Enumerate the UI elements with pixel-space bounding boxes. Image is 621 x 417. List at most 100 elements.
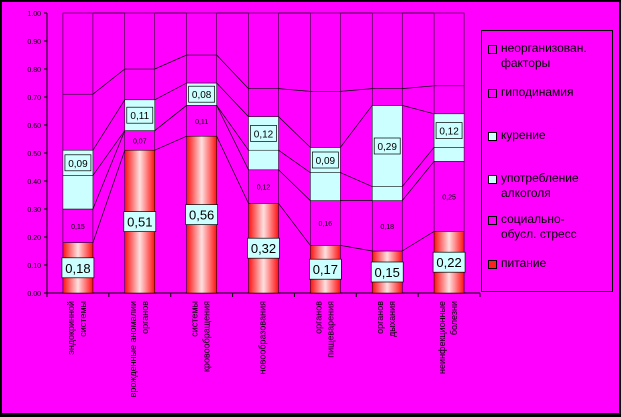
series-connector-line — [92, 150, 126, 243]
bar-segment — [310, 91, 341, 148]
legend-item: употребление алкоголя — [488, 171, 610, 201]
series-connector-line — [340, 88, 373, 92]
y-tick-label: 0.00 — [27, 291, 41, 298]
bar-segment — [248, 149, 279, 171]
data-label: 0,17 — [313, 262, 338, 277]
bar-segment — [186, 54, 217, 84]
series-connector-line — [216, 105, 249, 170]
y-tick-label: 1.00 — [27, 11, 41, 18]
data-label-small: 0,12 — [257, 185, 271, 192]
data-label: 0,12 — [254, 129, 274, 140]
x-category-label: системы кровообращения — [190, 301, 212, 372]
legend-label: употребление алкоголя — [501, 171, 579, 200]
legend-swatch-icon — [488, 89, 497, 98]
data-label-box — [432, 251, 466, 273]
series-connector-line — [154, 54, 187, 70]
series-connector-line — [340, 172, 373, 187]
data-label-small: 0,15 — [71, 224, 85, 231]
legend-label: социально- обусл. стресс — [501, 212, 577, 241]
bar-segment — [248, 169, 279, 204]
bar-segment — [62, 208, 94, 243]
legend-label: гиподинамия — [501, 85, 574, 99]
bar-segment — [310, 172, 341, 201]
bar-segment — [248, 12, 279, 89]
bar-segment — [371, 88, 403, 106]
bar-segment — [310, 200, 341, 246]
bar-segment — [371, 186, 403, 201]
data-label-box — [123, 211, 157, 232]
bar-segment — [310, 12, 341, 92]
bar-segment — [62, 12, 94, 95]
data-label-box — [126, 106, 154, 124]
data-label-box — [185, 204, 218, 225]
legend-item: курение — [488, 128, 610, 143]
series-connector-line — [216, 136, 249, 204]
data-label: 0,56 — [189, 208, 214, 223]
bar-segment — [371, 12, 403, 89]
legend-item: неорганизован. факторы — [488, 41, 610, 71]
y-tick-label: 0.30 — [27, 207, 41, 214]
series-connector-line — [402, 231, 435, 252]
legend-swatch-icon — [488, 132, 497, 141]
x-category-label: органов пищеварения — [313, 301, 335, 358]
y-tick-label: 0.70 — [27, 95, 41, 102]
series-connector-line — [92, 99, 126, 151]
y-tick-label: 0.50 — [27, 151, 41, 158]
series-connector-line — [278, 149, 311, 173]
series-connector-line — [216, 54, 249, 89]
series-connector-line — [340, 245, 373, 252]
bar-segment — [433, 161, 465, 232]
series-connector-line — [402, 105, 435, 115]
bar-segment — [186, 12, 217, 56]
data-label-small: 0,25 — [442, 194, 456, 201]
data-label-small: 0,16 — [319, 221, 333, 228]
legend-item: питание — [488, 256, 610, 271]
data-label: 0,08 — [192, 90, 212, 101]
bar-segment — [248, 88, 279, 117]
series-connector-line — [92, 68, 126, 95]
bar-segment — [433, 85, 465, 115]
data-label: 0,09 — [68, 159, 88, 170]
data-label: 0,29 — [377, 142, 397, 153]
bar-segment — [124, 68, 156, 101]
data-label-small: 0,18 — [380, 224, 394, 231]
y-tick-label: 0.90 — [27, 39, 41, 46]
series-connector-line — [216, 105, 249, 151]
series-connector-line — [216, 82, 249, 117]
bar-segment — [433, 147, 465, 162]
data-label: 0,15 — [375, 265, 400, 280]
series-connector-line — [278, 169, 311, 201]
series-connector-line — [278, 116, 311, 148]
x-category-label: неинфекционные болезни — [437, 301, 459, 374]
data-label-box — [435, 122, 463, 139]
data-label-small: 0,11 — [195, 119, 208, 126]
data-label-small: 0,07 — [133, 138, 147, 145]
legend-swatch-icon — [488, 216, 497, 225]
data-label: 0,09 — [316, 156, 336, 167]
series-connector-line — [154, 135, 187, 151]
legend-swatch-icon — [488, 260, 497, 269]
x-category-label: органов дыхания — [375, 301, 397, 337]
legend-label: неорганизован. факторы — [501, 41, 587, 70]
x-category-label: эндокринной системы — [66, 301, 88, 355]
data-label: 0,32 — [251, 241, 276, 256]
bar-segment — [62, 93, 94, 151]
legend-label: питание — [501, 256, 547, 270]
series-connector-line — [401, 147, 435, 187]
bar-segment — [186, 105, 217, 137]
series-connector-line — [402, 85, 435, 89]
data-label-box — [64, 154, 92, 172]
series-connector-line — [154, 105, 187, 131]
data-label: 0,11 — [130, 111, 149, 122]
bar-segment — [433, 12, 465, 87]
data-label: 0,22 — [436, 255, 461, 270]
data-label-box — [309, 258, 342, 280]
y-tick-label: 0.60 — [27, 123, 41, 130]
series-connector-line — [401, 161, 435, 201]
data-label-box — [61, 257, 95, 279]
series-connector-line — [154, 82, 187, 101]
data-label-box — [247, 237, 280, 259]
data-label: 0,51 — [127, 215, 152, 230]
bar-segment — [62, 175, 94, 210]
data-label-box — [250, 125, 277, 142]
